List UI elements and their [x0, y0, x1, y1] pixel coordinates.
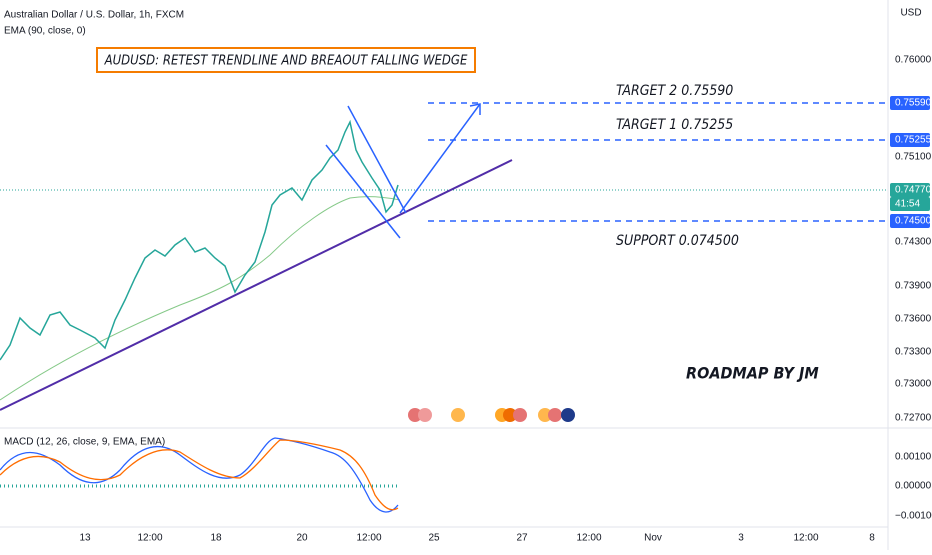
- macd-axis-label: −0.00100: [895, 511, 932, 522]
- time-label: 18: [210, 533, 222, 544]
- price-badge-label: 0.74500: [895, 216, 932, 227]
- time-label: 27: [516, 533, 528, 544]
- signal-line: [0, 439, 399, 511]
- macd-label: MACD (12, 26, close, 9, EMA, EMA): [4, 437, 165, 448]
- time-label: 25: [428, 533, 440, 544]
- arrow: [399, 103, 481, 214]
- price-badge: [890, 197, 930, 211]
- price-label: 0.73300: [895, 347, 932, 358]
- arrow-head: [469, 103, 481, 115]
- support: SUPPORT 0.074500: [616, 233, 739, 249]
- roadmap: ROADMAP BY JM: [686, 364, 819, 383]
- price-label: 0.73600: [895, 314, 932, 325]
- time-label: 8: [869, 533, 875, 544]
- price-label: 0.73900: [895, 281, 932, 292]
- price-badge-label: 41:54: [895, 199, 920, 210]
- wedge-lower: [325, 144, 401, 239]
- macd-line: [0, 437, 399, 513]
- time-label: 3: [738, 533, 744, 544]
- annotation-title: AUDUSD: RETEST TRENDLINE AND BREAOUT FAL…: [104, 54, 468, 69]
- time-label: Nov: [644, 533, 662, 544]
- time-label: 13: [79, 533, 91, 544]
- price-badge: [890, 133, 930, 147]
- price-badge: [890, 96, 930, 110]
- price-label: 0.72700: [895, 413, 932, 424]
- event-icons: [408, 408, 575, 422]
- price-label: 0.74300: [895, 237, 932, 248]
- wedge-upper: [347, 105, 407, 214]
- time-label: 20: [296, 533, 308, 544]
- title-box: [96, 47, 476, 73]
- price-badge-label: 0.74770: [895, 185, 932, 196]
- price-badge: [890, 214, 930, 228]
- price-badge-label: 0.75255: [895, 135, 932, 146]
- time-label: 12:00: [576, 533, 601, 544]
- price-label: 0.73000: [895, 379, 932, 390]
- macd-axis-label: 0.00000: [895, 481, 932, 492]
- currency: USD: [900, 8, 921, 19]
- target1: TARGET 1 0.75255: [616, 117, 733, 133]
- time-label: 12:00: [793, 533, 818, 544]
- price-badge: [890, 183, 930, 197]
- symbol: Australian Dollar / U.S. Dollar, 1h, FXC…: [4, 10, 184, 21]
- trendline: [0, 159, 513, 411]
- macd-axis-label: 0.00100: [895, 452, 932, 463]
- target2: TARGET 2 0.75590: [616, 83, 733, 99]
- time-label: 12:00: [137, 533, 162, 544]
- price-label: 0.75100: [895, 152, 932, 163]
- indicator: EMA (90, close, 0): [4, 26, 86, 37]
- price-line: [0, 119, 399, 361]
- price-badge-label: 0.75590: [895, 98, 932, 109]
- price-label: 0.76000: [895, 55, 932, 66]
- time-label: 12:00: [356, 533, 381, 544]
